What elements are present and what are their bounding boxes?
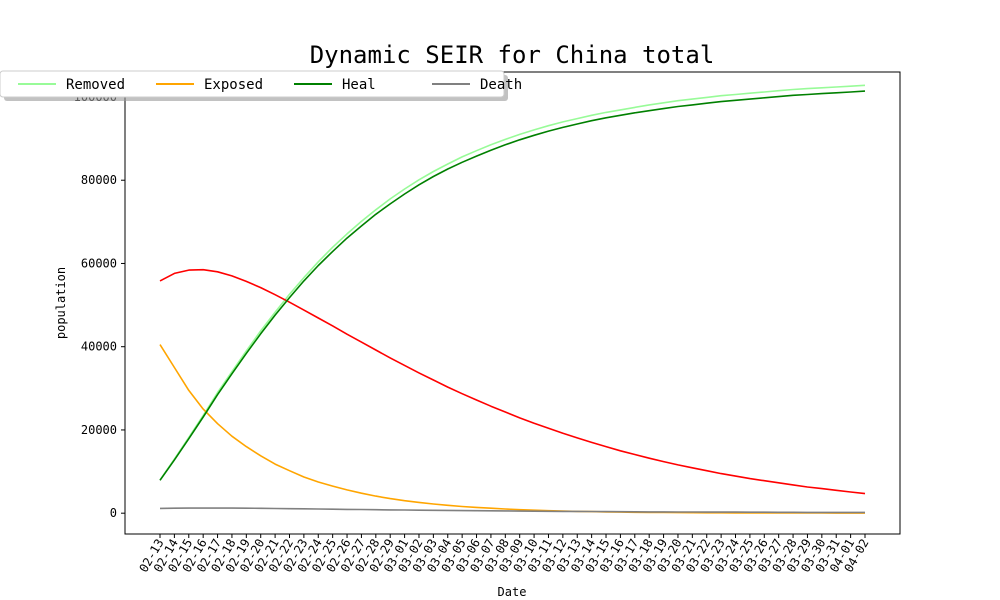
legend-label-removed: Removed bbox=[66, 77, 125, 93]
legend: Removed Exposed Heal Death bbox=[0, 70, 522, 101]
y-tick-label: 40000 bbox=[81, 340, 117, 354]
y-tick-label: 0 bbox=[110, 506, 117, 520]
x-axis-label: Date bbox=[498, 585, 527, 599]
y-tick-label: 80000 bbox=[81, 173, 117, 187]
legend-label-heal: Heal bbox=[342, 77, 376, 93]
plot-frame bbox=[124, 71, 901, 535]
chart-title: Dynamic SEIR for China total bbox=[310, 41, 715, 69]
legend-box bbox=[0, 70, 505, 98]
y-tick-label: 20000 bbox=[81, 423, 117, 437]
y-tick-label: 60000 bbox=[81, 256, 117, 270]
plot-area bbox=[159, 84, 866, 514]
series-line-heal bbox=[159, 90, 866, 481]
y-axis-label: population bbox=[54, 267, 68, 339]
series-line-series-1 bbox=[159, 268, 866, 495]
series-line-death bbox=[159, 507, 865, 514]
legend-label-exposed: Exposed bbox=[204, 77, 263, 93]
series-line-removed bbox=[159, 84, 866, 481]
legend-label-death: Death bbox=[480, 77, 522, 93]
x-axis: 02-1302-1402-1502-1602-1702-1802-1902-20… bbox=[136, 534, 872, 575]
